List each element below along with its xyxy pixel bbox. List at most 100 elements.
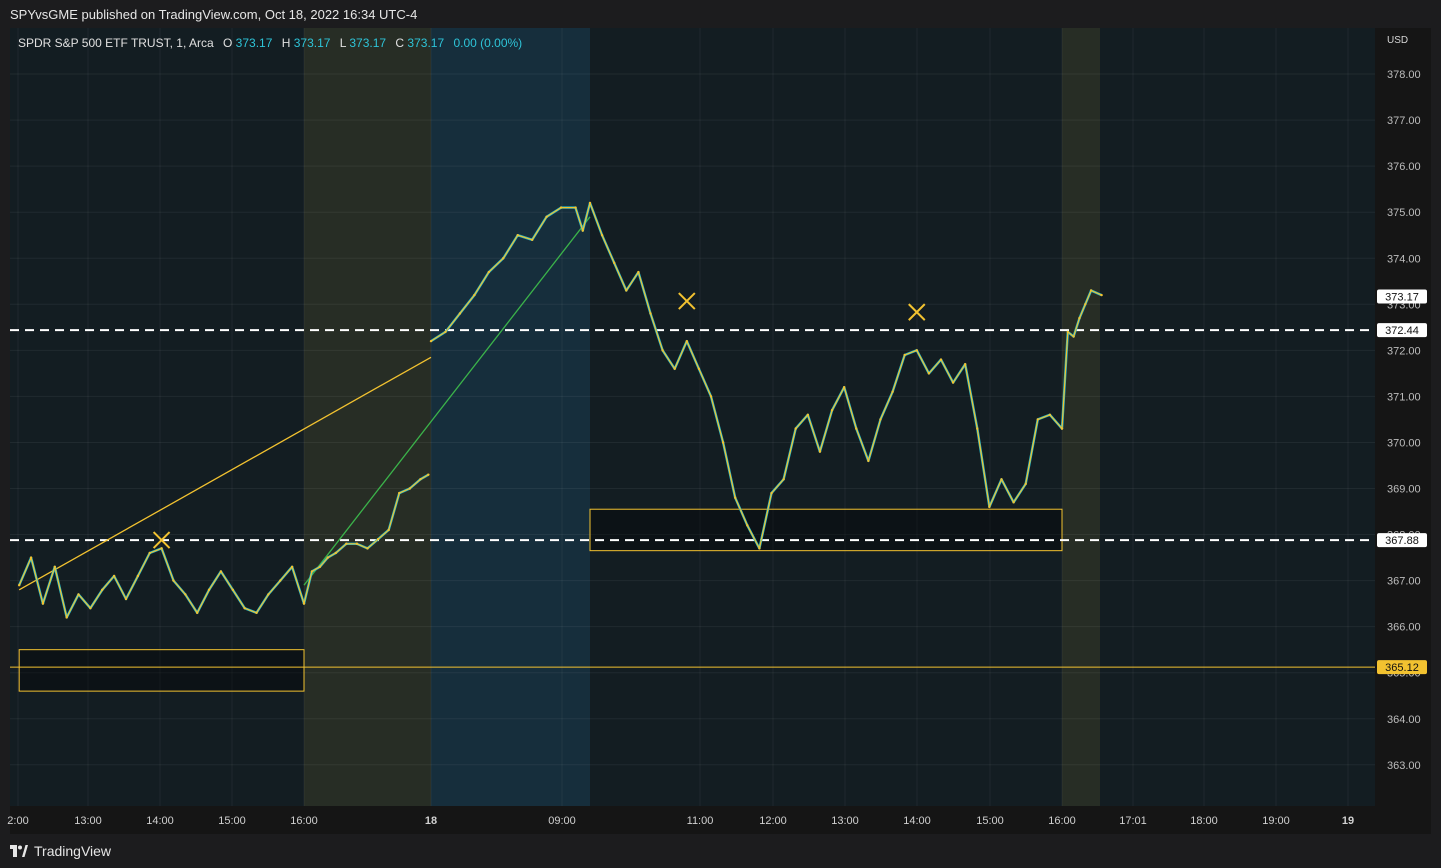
- price-point: [487, 270, 491, 274]
- price-point: [697, 367, 701, 370]
- price-point: [709, 395, 713, 398]
- legend-high-label: H: [282, 36, 291, 50]
- zone-box: [18, 649, 305, 692]
- price-point: [588, 201, 592, 205]
- price-tick-label: 376.00: [1387, 161, 1421, 173]
- price-point: [1078, 316, 1081, 320]
- price-tick-label: 377.00: [1387, 115, 1421, 127]
- price-tick-label: 364.00: [1387, 714, 1421, 726]
- price-label-box: [1377, 323, 1427, 338]
- price-point: [782, 478, 785, 481]
- price-point: [988, 505, 991, 509]
- price-tick-label: 378.00: [1387, 69, 1421, 81]
- price-point: [927, 372, 931, 375]
- price-line: [430, 202, 1102, 549]
- price-point: [613, 261, 616, 265]
- price-point: [355, 542, 359, 545]
- price-axis-background: [1375, 28, 1431, 806]
- time-tick-label: 18: [425, 815, 437, 827]
- time-tick-label: 16:00: [1048, 815, 1076, 827]
- price-point: [124, 597, 128, 601]
- price-point: [574, 206, 577, 209]
- price-point: [915, 349, 918, 352]
- price-point: [195, 611, 199, 615]
- price-axis[interactable]: 378.00377.00376.00375.00374.00373.00372.…: [1387, 69, 1421, 772]
- legend-open-label: O: [223, 36, 232, 50]
- time-tick-label: 16:00: [290, 815, 318, 827]
- publish-header: SPYvsGME published on TradingView.com, O…: [10, 7, 417, 22]
- horizontal-levels: [10, 329, 1375, 668]
- price-label-box: [1377, 533, 1427, 548]
- price-point: [855, 427, 858, 430]
- tradingview-brand[interactable]: TradingView: [10, 843, 111, 859]
- price-point: [830, 409, 834, 412]
- grid-lines: [10, 28, 1375, 806]
- price-point: [637, 270, 640, 274]
- price-point: [148, 551, 151, 555]
- price-tick-label: 363.00: [1387, 760, 1421, 772]
- price-tick-label: 374.00: [1387, 253, 1421, 265]
- price-point: [387, 528, 390, 532]
- price-point: [1024, 482, 1027, 486]
- trend-lines: [18, 216, 591, 591]
- price-point: [326, 556, 330, 559]
- price-point: [473, 293, 476, 297]
- price-point: [302, 602, 306, 605]
- price-point: [310, 570, 314, 573]
- legend-close-label: C: [395, 36, 404, 50]
- price-point: [721, 441, 725, 444]
- price-point: [345, 542, 348, 545]
- price-tick-label: 366.00: [1387, 622, 1421, 634]
- price-point: [545, 215, 548, 219]
- price-point: [243, 607, 246, 610]
- price-point: [231, 588, 234, 592]
- time-axis[interactable]: 2:00 13:00 14:00 15:00 16:00 18 09:00 11:00 12:0…: [7, 815, 1354, 827]
- price-point: [427, 473, 430, 476]
- tradingview-brand-label: TradingView: [34, 843, 112, 859]
- price-point: [89, 607, 92, 610]
- price-tick-label: 369.00: [1387, 484, 1421, 496]
- price-point: [1012, 501, 1015, 504]
- price-point: [136, 574, 140, 578]
- price-labels: 373.17 372.44 367.88 365.12: [1377, 289, 1427, 675]
- publish-info: SPYvsGME published on TradingView.com, O…: [10, 7, 418, 22]
- legend-low-value: 373.17: [349, 36, 386, 50]
- chart-background: [10, 28, 1375, 806]
- price-tick-label: 375.00: [1387, 207, 1421, 219]
- price-point: [818, 450, 822, 453]
- price-point: [891, 390, 894, 393]
- price-point: [366, 547, 369, 550]
- price-point: [458, 312, 462, 315]
- time-tick-label: 13:00: [74, 815, 102, 827]
- price-point: [673, 367, 676, 370]
- price-point: [444, 330, 447, 334]
- legend-low-label: L: [340, 36, 347, 50]
- price-point: [318, 565, 322, 568]
- price-tick-label: 370.00: [1387, 437, 1421, 449]
- price-point: [255, 611, 258, 615]
- price-point: [429, 339, 433, 343]
- price-point: [376, 537, 380, 541]
- price-point: [530, 238, 534, 242]
- price-label-box: [1377, 289, 1427, 304]
- price-point: [963, 362, 967, 366]
- price-point: [806, 413, 810, 417]
- price-tick-label: 372.00: [1387, 345, 1421, 357]
- price-point: [1072, 335, 1075, 338]
- session-post-market-oct17: [304, 28, 431, 806]
- session-post-market-oct18: [1062, 28, 1100, 806]
- price-label-text: 365.12: [1385, 662, 1419, 674]
- price-tick-label: 371.00: [1387, 391, 1421, 403]
- price-point: [734, 496, 737, 499]
- price-point: [29, 556, 33, 559]
- cross-marker: [152, 531, 171, 549]
- price-point: [41, 602, 45, 605]
- trend-line-yellow: [18, 356, 432, 591]
- time-axis-background: [10, 806, 1431, 834]
- price-point: [1048, 413, 1052, 417]
- price-point: [17, 584, 21, 587]
- time-tick-label: 19:00: [1262, 815, 1290, 827]
- price-point: [649, 312, 652, 315]
- time-tick-label: 18:00: [1190, 815, 1218, 827]
